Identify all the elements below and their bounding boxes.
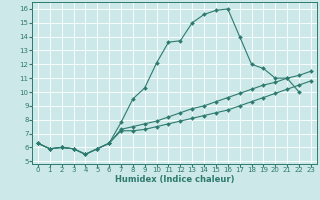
X-axis label: Humidex (Indice chaleur): Humidex (Indice chaleur) [115, 175, 234, 184]
